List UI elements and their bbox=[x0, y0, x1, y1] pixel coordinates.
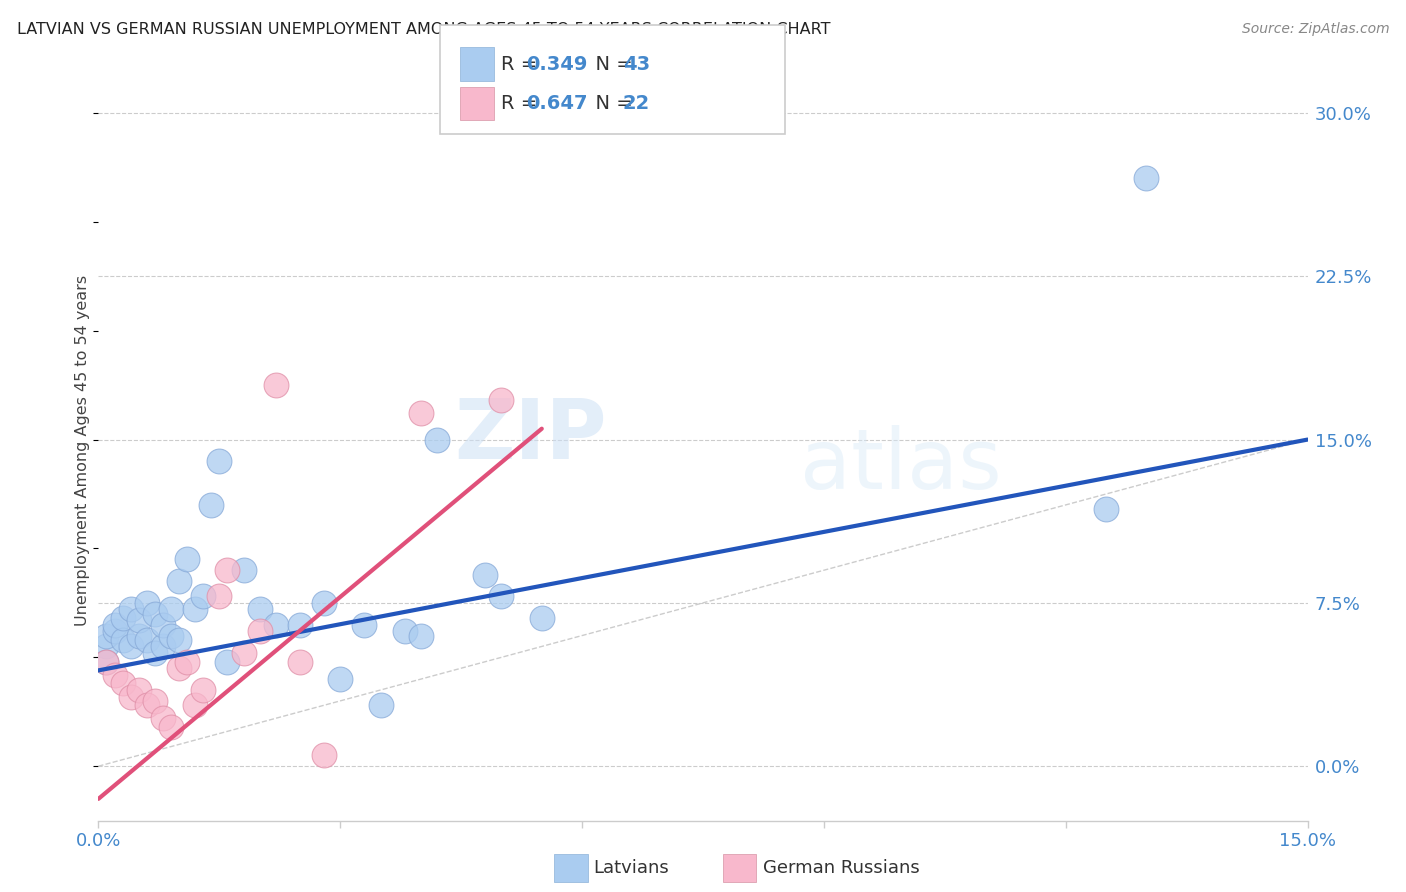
Text: N =: N = bbox=[583, 54, 640, 74]
Point bbox=[152, 711, 174, 725]
Point bbox=[176, 655, 198, 669]
Point bbox=[128, 613, 150, 627]
Text: N =: N = bbox=[583, 94, 640, 113]
Text: atlas: atlas bbox=[800, 425, 1001, 506]
Point bbox=[314, 748, 336, 763]
Text: R =: R = bbox=[501, 54, 543, 74]
Point bbox=[200, 498, 222, 512]
Point bbox=[264, 617, 287, 632]
Point bbox=[530, 611, 553, 625]
Point bbox=[128, 628, 150, 642]
Point bbox=[167, 574, 190, 588]
Point bbox=[184, 698, 207, 713]
Point bbox=[111, 611, 134, 625]
Point bbox=[96, 655, 118, 669]
Point bbox=[426, 433, 449, 447]
Point bbox=[249, 624, 271, 639]
Point bbox=[208, 590, 231, 604]
Point bbox=[217, 563, 239, 577]
Point bbox=[409, 407, 432, 421]
Point bbox=[96, 628, 118, 642]
Point bbox=[103, 667, 125, 681]
Point bbox=[249, 602, 271, 616]
Point bbox=[394, 624, 416, 639]
Point bbox=[96, 640, 118, 654]
Point bbox=[143, 646, 166, 660]
Point bbox=[474, 567, 496, 582]
Text: Source: ZipAtlas.com: Source: ZipAtlas.com bbox=[1241, 22, 1389, 37]
Point bbox=[111, 632, 134, 647]
Point bbox=[135, 698, 157, 713]
Text: German Russians: German Russians bbox=[763, 859, 920, 877]
Point bbox=[103, 617, 125, 632]
Point bbox=[264, 378, 287, 392]
Point bbox=[329, 672, 352, 686]
Point bbox=[208, 454, 231, 468]
Text: R =: R = bbox=[501, 94, 543, 113]
Point bbox=[152, 640, 174, 654]
Point bbox=[288, 617, 311, 632]
Text: 0.647: 0.647 bbox=[526, 94, 588, 113]
Point bbox=[120, 690, 142, 704]
Point bbox=[232, 563, 254, 577]
Point bbox=[491, 590, 513, 604]
Text: 0.349: 0.349 bbox=[526, 54, 588, 74]
Point bbox=[120, 640, 142, 654]
Point bbox=[491, 393, 513, 408]
Point bbox=[167, 632, 190, 647]
Point bbox=[135, 632, 157, 647]
Text: 22: 22 bbox=[623, 94, 650, 113]
Point bbox=[193, 683, 215, 698]
Point bbox=[103, 624, 125, 639]
Text: Latvians: Latvians bbox=[593, 859, 669, 877]
Point bbox=[193, 590, 215, 604]
Point bbox=[314, 596, 336, 610]
Y-axis label: Unemployment Among Ages 45 to 54 years: Unemployment Among Ages 45 to 54 years bbox=[75, 275, 90, 626]
Point bbox=[128, 683, 150, 698]
Point bbox=[160, 602, 183, 616]
Point bbox=[353, 617, 375, 632]
Point bbox=[217, 655, 239, 669]
Point bbox=[176, 552, 198, 566]
Point bbox=[288, 655, 311, 669]
Text: ZIP: ZIP bbox=[454, 395, 606, 476]
Text: 43: 43 bbox=[623, 54, 650, 74]
Point bbox=[167, 661, 190, 675]
Point bbox=[120, 602, 142, 616]
Point bbox=[1095, 502, 1118, 516]
Point bbox=[160, 720, 183, 734]
Point bbox=[143, 607, 166, 621]
Text: LATVIAN VS GERMAN RUSSIAN UNEMPLOYMENT AMONG AGES 45 TO 54 YEARS CORRELATION CHA: LATVIAN VS GERMAN RUSSIAN UNEMPLOYMENT A… bbox=[17, 22, 831, 37]
Point bbox=[370, 698, 392, 713]
Point bbox=[1135, 171, 1157, 186]
Point bbox=[135, 596, 157, 610]
Point bbox=[143, 694, 166, 708]
Point bbox=[184, 602, 207, 616]
Point bbox=[232, 646, 254, 660]
Point bbox=[409, 628, 432, 642]
Point bbox=[160, 628, 183, 642]
Point bbox=[152, 617, 174, 632]
Point bbox=[96, 655, 118, 669]
Point bbox=[111, 676, 134, 690]
